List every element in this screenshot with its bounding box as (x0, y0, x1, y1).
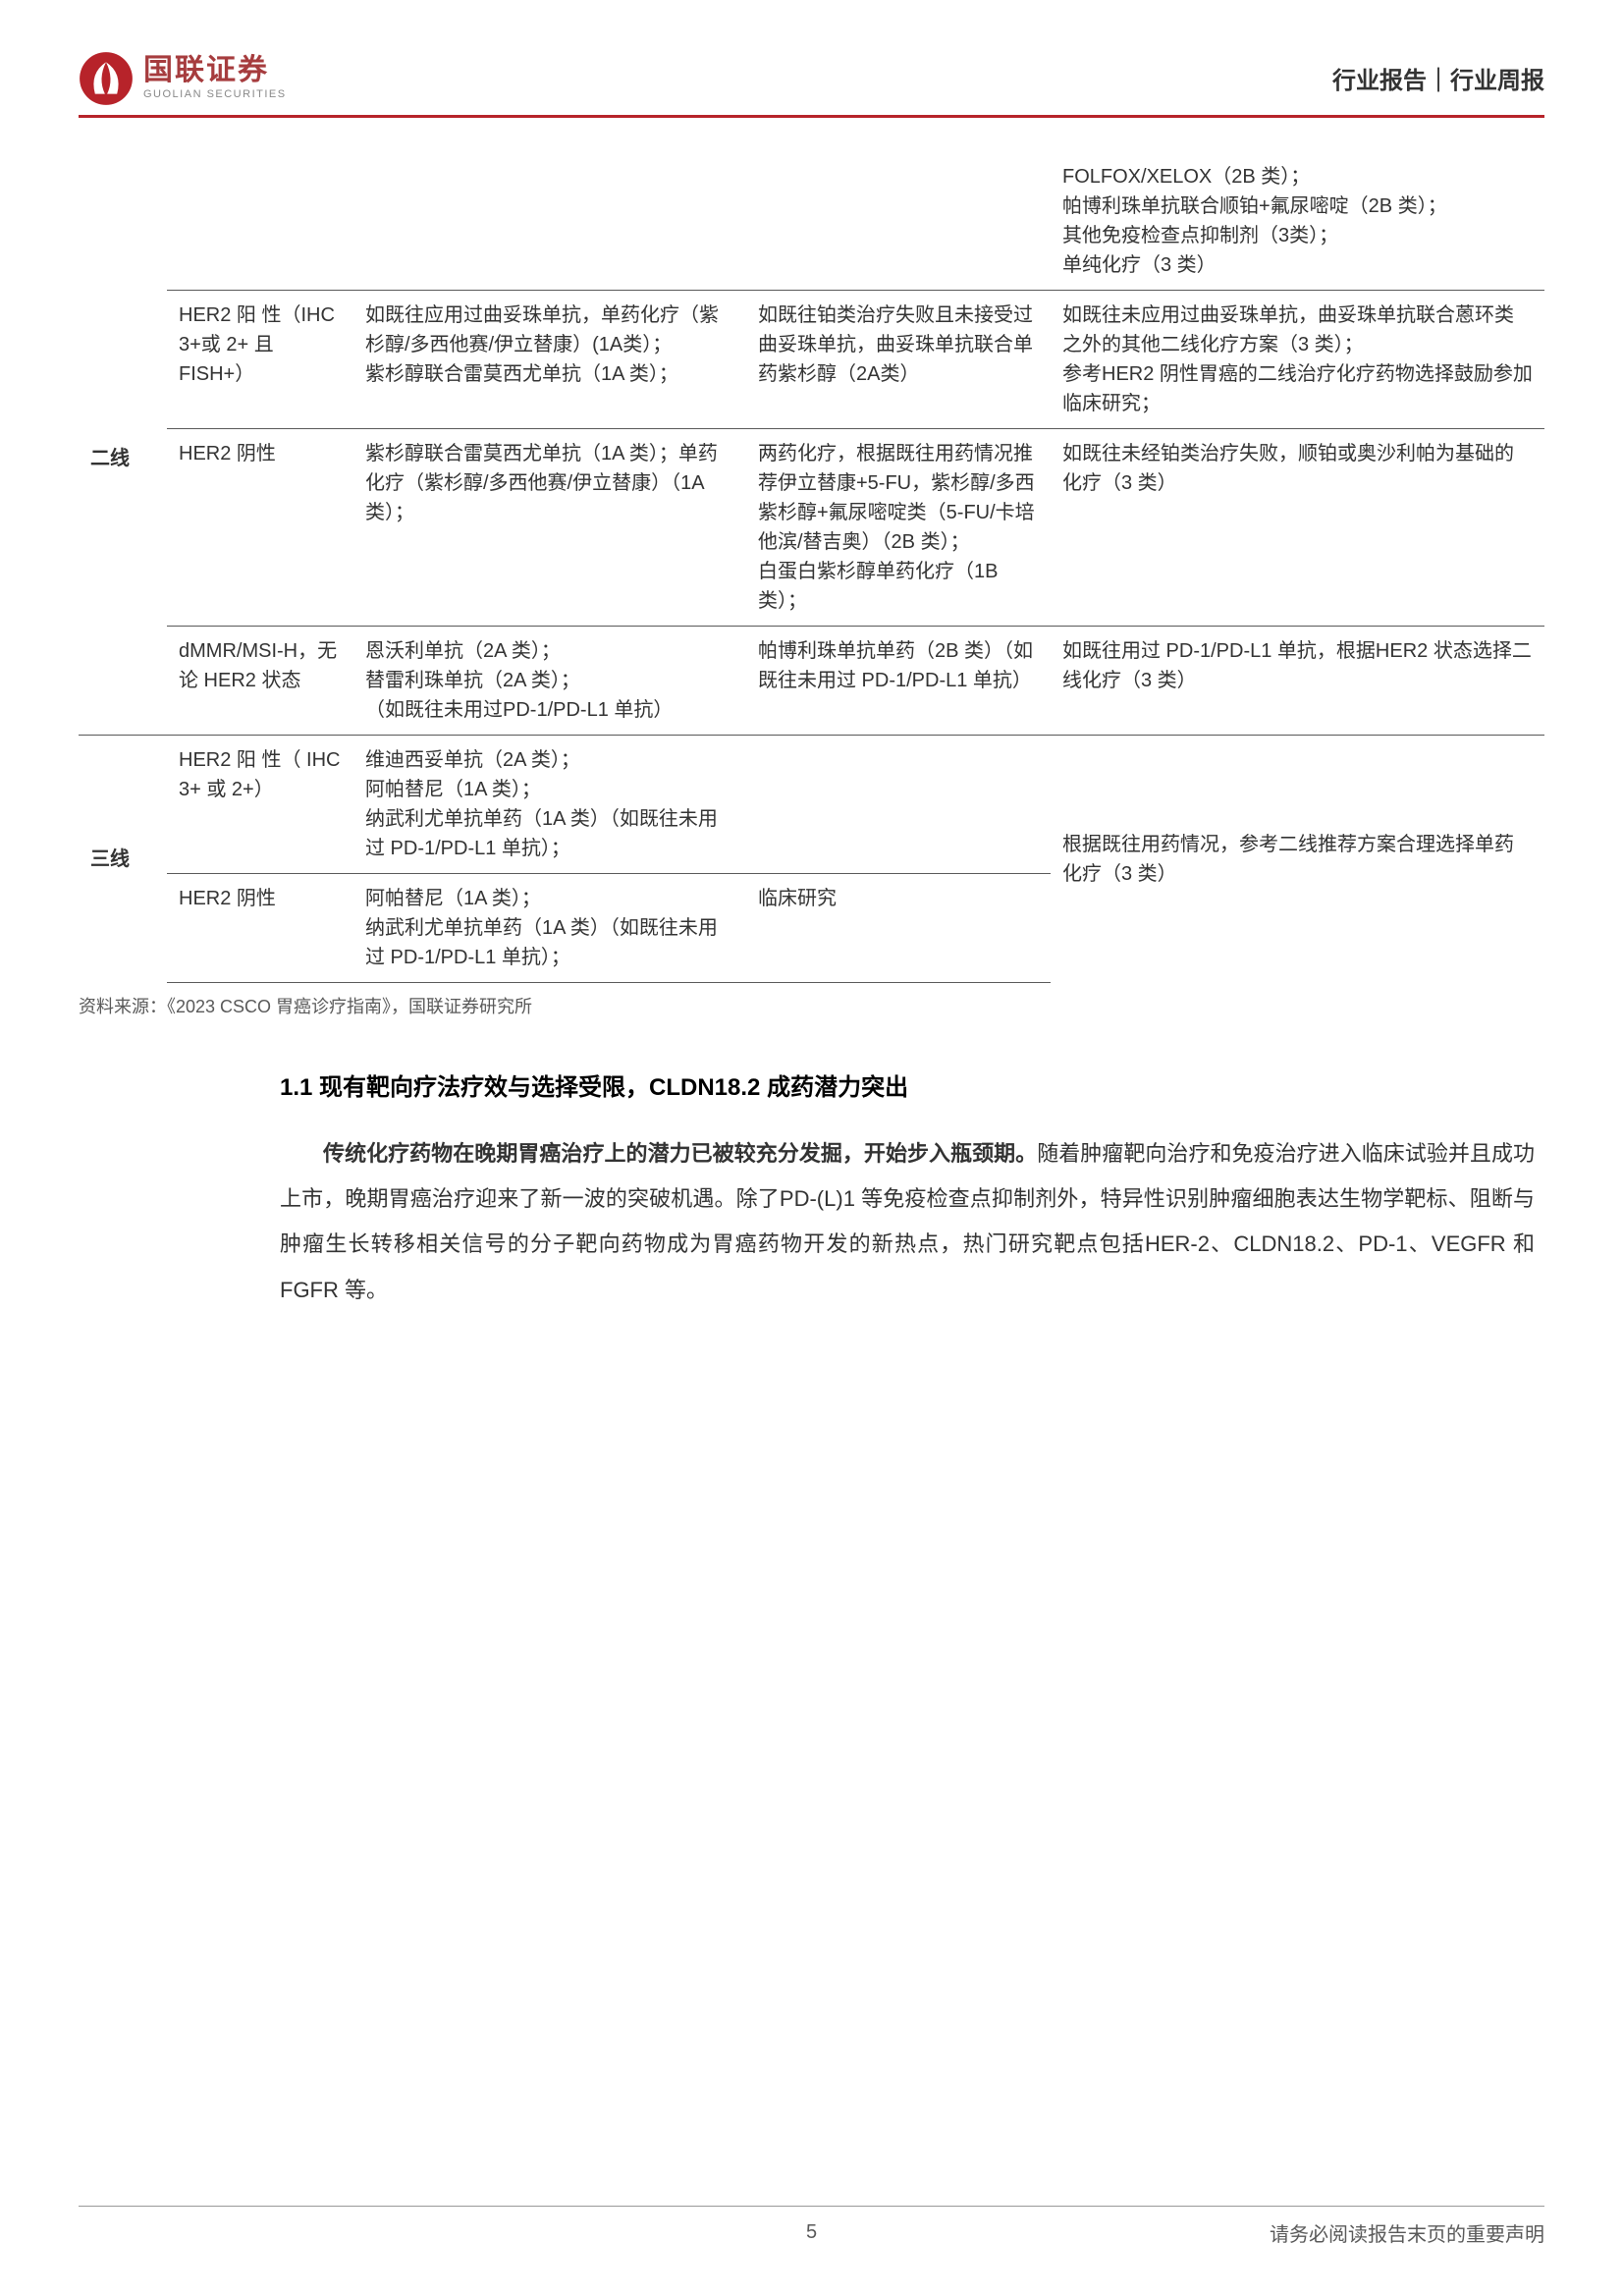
page-footer: 5 请务必阅读报告末页的重要声明 (79, 2206, 1544, 2247)
table-source: 资料来源：《2023 CSCO 胃癌诊疗指南》，国联证券研究所 (79, 993, 1544, 1018)
body-paragraph: 传统化疗药物在晚期胃癌治疗上的潜力已被较充分发掘，开始步入瓶颈期。随着肿瘤靶向治… (280, 1131, 1535, 1313)
cell: 如既往未经铂类治疗失败，顺铂或奥沙利帕为基础的化疗（3 类） (1051, 429, 1544, 627)
status-cell (167, 152, 353, 291)
status-cell: dMMR/MSI-H，无论 HER2 状态 (167, 627, 353, 736)
line-cell (79, 627, 167, 736)
cell: 维迪西妥单抗（2A 类）； 阿帕替尼（1A 类）； 纳武利尤单抗单药（1A 类）… (353, 736, 746, 874)
table-row: FOLFOX/XELOX（2B 类）； 帕博利珠单抗联合顺铂+氟尿嘧啶（2B 类… (79, 152, 1544, 291)
footer-disclaimer: 请务必阅读报告末页的重要声明 (1270, 2218, 1544, 2247)
logo: 国联证券 GUOLIAN SECURITIES (79, 51, 287, 106)
cell (746, 736, 1051, 874)
cell: FOLFOX/XELOX（2B 类）； 帕博利珠单抗联合顺铂+氟尿嘧啶（2B 类… (1051, 152, 1544, 291)
cell: 恩沃利单抗（2A 类）； 替雷利珠单抗（2A 类）； （如既往未用过PD-1/P… (353, 627, 746, 736)
page-header: 国联证券 GUOLIAN SECURITIES 行业报告｜行业周报 (79, 49, 1544, 118)
cell: 如既往应用过曲妥珠单抗，单药化疗（紫杉醇/多西他赛/伊立替康）(1A类）； 紫杉… (353, 291, 746, 429)
page-number: 5 (806, 2221, 817, 2244)
logo-en-text: GUOLIAN SECURITIES (143, 89, 287, 100)
lead-sentence: 传统化疗药物在晚期胃癌治疗上的潜力已被较充分发掘，开始步入瓶颈期。 (323, 1141, 1037, 1166)
main-content: FOLFOX/XELOX（2B 类）； 帕博利珠单抗联合顺铂+氟尿嘧啶（2B 类… (79, 152, 1544, 1313)
cell: 帕博利珠单抗单药（2B 类）（如既往未用过 PD-1/PD-L1 单抗） (746, 627, 1051, 736)
cell: 两药化疗，根据既往用药情况推荐伊立替康+5-FU，紫杉醇/多西紫杉醇+氟尿嘧啶类… (746, 429, 1051, 627)
treatment-table: FOLFOX/XELOX（2B 类）； 帕博利珠单抗联合顺铂+氟尿嘧啶（2B 类… (79, 152, 1544, 983)
status-cell: HER2 阴性 (167, 429, 353, 627)
section-heading: 1.1 现有靶向疗法疗效与选择受限，CLDN18.2 成药潜力突出 (280, 1067, 1544, 1102)
status-cell: HER2 阴性 (167, 874, 353, 983)
table-row: HER2 阴性 紫杉醇联合雷莫西尤单抗（1A 类）；单药化疗（紫杉醇/多西他赛/… (79, 429, 1544, 627)
cell (353, 152, 746, 291)
logo-text: 国联证券 GUOLIAN SECURITIES (143, 56, 287, 100)
logo-cn-text: 国联证券 (143, 56, 287, 85)
line-cell (79, 152, 167, 291)
status-cell: HER2 阳 性（IHC 3+或 2+ 且 FISH+） (167, 291, 353, 429)
line-cell: 三线 (79, 736, 167, 983)
line-cell: 二线 (79, 291, 167, 627)
cell: 紫杉醇联合雷莫西尤单抗（1A 类）；单药化疗（紫杉醇/多西他赛/伊立替康）（1A… (353, 429, 746, 627)
table-row: 三线 HER2 阳 性（ IHC 3+ 或 2+） 维迪西妥单抗（2A 类）； … (79, 736, 1544, 874)
cell: 根据既往用药情况，参考二线推荐方案合理选择单药化疗（3 类） (1051, 736, 1544, 983)
header-report-type: 行业报告｜行业周报 (1332, 61, 1544, 95)
table-row: 二线 HER2 阳 性（IHC 3+或 2+ 且 FISH+） 如既往应用过曲妥… (79, 291, 1544, 429)
cell: 阿帕替尼（1A 类）； 纳武利尤单抗单药（1A 类）（如既往未用过 PD-1/P… (353, 874, 746, 983)
cell (746, 152, 1051, 291)
status-cell: HER2 阳 性（ IHC 3+ 或 2+） (167, 736, 353, 874)
table-row: dMMR/MSI-H，无论 HER2 状态 恩沃利单抗（2A 类）； 替雷利珠单… (79, 627, 1544, 736)
cell: 临床研究 (746, 874, 1051, 983)
cell: 如既往用过 PD-1/PD-L1 单抗，根据HER2 状态选择二线化疗（3 类） (1051, 627, 1544, 736)
company-logo-icon (79, 51, 134, 106)
cell: 如既往铂类治疗失败且未接受过曲妥珠单抗，曲妥珠单抗联合单药紫杉醇（2A类） (746, 291, 1051, 429)
cell: 如既往未应用过曲妥珠单抗，曲妥珠单抗联合蒽环类之外的其他二线化疗方案（3 类）；… (1051, 291, 1544, 429)
